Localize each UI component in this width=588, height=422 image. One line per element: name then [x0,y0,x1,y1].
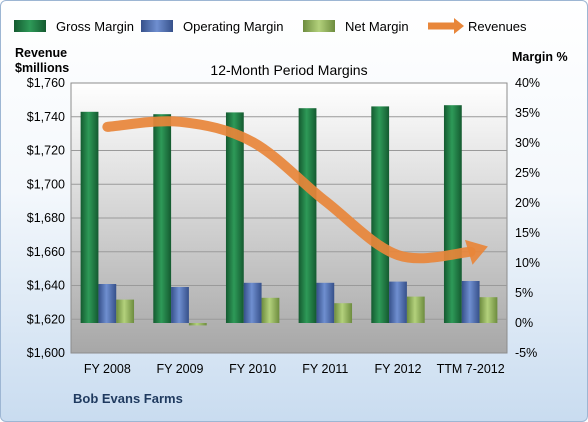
chart-legend: Gross Margin Operating Margin Net Margin Re… [14,18,527,34]
revenue-line [102,116,476,264]
right-tick-label: 40% [515,76,540,90]
legend-swatch [141,20,173,32]
net-margin-bar [334,303,353,323]
left-tick-label: $1,680 [27,211,65,225]
revenue-arrowhead [464,239,488,265]
net-margin-bar [116,299,135,323]
left-tick-label: $1,700 [27,177,65,191]
x-tick-label: FY 2011 [302,362,348,376]
left-tick-label: $1,740 [27,110,65,124]
chart-title: 12-Month Period Margins [210,62,367,78]
company-name: Bob Evans Farms [73,391,183,406]
left-tick-label: $1,620 [27,312,65,326]
legend-swatch [14,20,46,32]
x-tick-label: TTM 7-2012 [437,362,505,376]
operating-margin-bar [461,281,480,323]
gross-margin-bar [443,105,462,323]
right-tick-label: -5% [515,346,537,360]
right-axis-title: Margin % [512,50,568,64]
axis-ticks: $1,600 $1,620 $1,640 $1,660 $1,680 $1,700 $1,7… [27,76,540,376]
gross-margin-bar [371,106,390,324]
right-tick-label: 0% [515,316,533,330]
left-tick-label: $1,600 [27,346,65,360]
left-tick-label: $1,720 [27,144,65,158]
legend-label: Gross Margin [56,19,134,34]
gross-margin-bar [225,112,244,324]
left-tick-label: $1,640 [27,279,65,293]
x-tick-label: FY 2012 [374,362,421,376]
gross-margin-bar [153,114,172,323]
bars-group [80,105,498,326]
gross-margin-bar [298,108,317,323]
net-margin-bar [406,296,425,323]
net-margin-bar [261,297,280,323]
net-margin-bar [479,297,498,323]
revenue-line-group [102,116,488,265]
legend-swatch [303,20,335,32]
legend-label: Operating Margin [183,19,283,34]
x-tick-label: FY 2009 [156,362,203,376]
operating-margin-bar [389,281,407,323]
legend-arrowhead [454,18,464,34]
right-tick-label: 25% [515,166,540,180]
operating-margin-bar [243,282,262,323]
right-tick-label: 30% [515,136,540,150]
right-tick-label: 20% [515,196,540,210]
right-tick-label: 5% [515,286,533,300]
x-tick-label: FY 2010 [229,362,276,376]
right-tick-label: 35% [515,106,540,120]
legend-label: Net Margin [345,19,409,34]
left-axis-title-line1: Revenue [15,46,67,60]
left-tick-label: $1,760 [27,76,65,90]
x-tick-label: FY 2008 [84,362,131,376]
gross-margin-bar [80,111,99,323]
gridlines [71,116,507,320]
right-tick-label: 15% [515,226,540,240]
legend-label: Revenues [468,19,527,34]
left-tick-label: $1,660 [27,245,65,259]
right-tick-label: 10% [515,256,540,270]
operating-margin-bar [316,282,335,323]
net-margin-bar [188,323,207,326]
operating-margin-bar [98,284,117,323]
left-axis-title-line2: $millions [15,61,69,75]
operating-margin-bar [171,287,189,323]
